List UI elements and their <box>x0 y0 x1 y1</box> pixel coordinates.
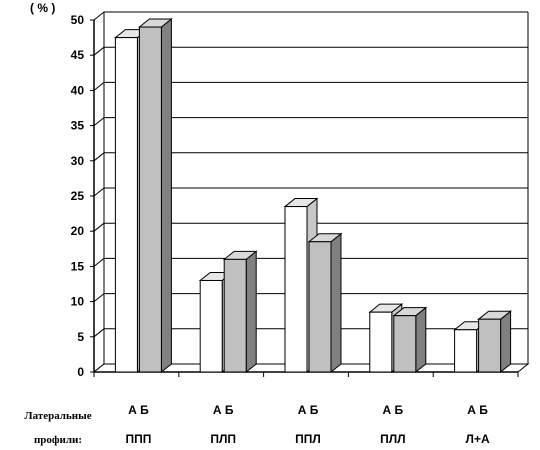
bar-front-face <box>199 279 223 373</box>
y-tick-label: 25 <box>71 189 85 203</box>
category-label: Л+А <box>466 432 490 446</box>
bar-front-face <box>223 258 247 373</box>
bar-b-3 <box>392 306 428 374</box>
bar-front-face <box>369 311 393 373</box>
y-tick-label: 20 <box>71 224 85 238</box>
bar-side-face <box>415 306 427 374</box>
bar-front-face <box>478 318 502 373</box>
series-markers-label: А Б <box>213 403 234 417</box>
bar-b-1 <box>222 250 258 374</box>
category-label: ПЛП <box>210 432 236 446</box>
grid-depth-line <box>93 46 105 56</box>
grid-depth-line <box>93 117 105 126</box>
bar-front-face <box>114 37 138 373</box>
grid-depth-line <box>93 11 105 21</box>
y-tick-label: 35 <box>71 119 85 133</box>
bar-side-face <box>160 17 172 374</box>
y-tick-label: 15 <box>71 259 85 273</box>
bars <box>113 17 513 374</box>
bar-side-face <box>245 250 257 374</box>
grid-depth-line <box>93 293 105 302</box>
y-tick-label: 40 <box>71 83 85 97</box>
y-tick-label: 50 <box>71 13 85 27</box>
bar-side-face <box>500 310 512 374</box>
grid-depth-line <box>93 82 105 91</box>
grid-depth-line <box>93 328 105 338</box>
bar-b-4 <box>477 310 513 374</box>
y-tick-label: 10 <box>71 295 85 309</box>
y-tick-label: 0 <box>77 365 84 379</box>
y-axis-unit-label: ( % ) <box>30 1 55 15</box>
bar-front-face <box>393 315 417 373</box>
y-tick-label: 5 <box>77 330 84 344</box>
category-label: ППЛ <box>295 432 321 446</box>
grid-depth-line <box>93 187 105 197</box>
series-markers-label: А Б <box>128 403 149 417</box>
grid-depth-line <box>93 152 105 162</box>
bar-side-face <box>330 232 342 374</box>
grid-depth-line <box>93 222 105 232</box>
category-label: ППП <box>125 432 151 446</box>
bar-b-0 <box>137 17 173 374</box>
series-markers-label: А Б <box>382 403 403 417</box>
grid-depth-line <box>93 258 105 267</box>
series-markers-label: А Б <box>298 403 319 417</box>
y-tick-label: 45 <box>71 48 85 62</box>
series-markers-label: А Б <box>467 403 488 417</box>
bar-front-face <box>284 206 308 373</box>
profiles-row-label-line2: профили: <box>34 434 82 446</box>
y-tick-label: 30 <box>71 154 85 168</box>
bar-front-face <box>138 26 162 373</box>
labels: 0 5 10 15 20 25 30 35 40 45 50 А Б ППП А Б ПЛП А Б ППЛ А … <box>71 13 490 446</box>
bar-front-face <box>454 329 478 373</box>
category-label: ПЛЛ <box>380 432 405 446</box>
profiles-row-label-line1: Латеральные <box>24 410 91 422</box>
bar-b-2 <box>307 232 343 374</box>
bar-front-face <box>308 241 332 373</box>
